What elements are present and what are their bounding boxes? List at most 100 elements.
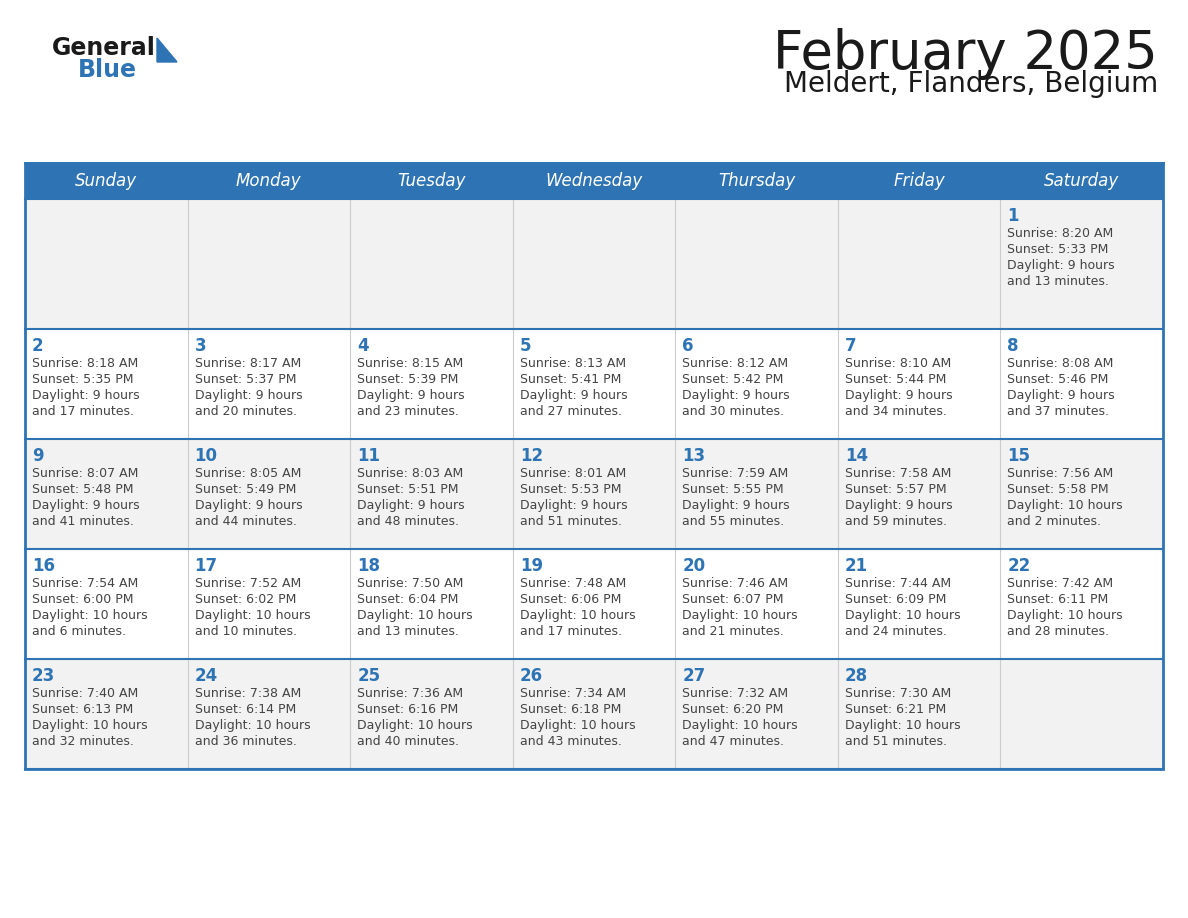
Text: and 51 minutes.: and 51 minutes.: [519, 515, 621, 528]
Text: and 59 minutes.: and 59 minutes.: [845, 515, 947, 528]
Text: 28: 28: [845, 667, 868, 685]
Text: Daylight: 10 hours: Daylight: 10 hours: [32, 609, 147, 622]
Text: Sunrise: 7:50 AM: Sunrise: 7:50 AM: [358, 577, 463, 590]
Text: Daylight: 9 hours: Daylight: 9 hours: [32, 499, 140, 512]
Text: Saturday: Saturday: [1044, 172, 1119, 190]
Text: Sunset: 6:11 PM: Sunset: 6:11 PM: [1007, 593, 1108, 606]
Polygon shape: [157, 38, 177, 62]
Text: 3: 3: [195, 337, 207, 355]
Text: 5: 5: [519, 337, 531, 355]
Text: 2: 2: [32, 337, 44, 355]
Text: 8: 8: [1007, 337, 1019, 355]
Text: Sunrise: 7:40 AM: Sunrise: 7:40 AM: [32, 687, 138, 700]
Bar: [25, 163, 1163, 199]
Text: and 21 minutes.: and 21 minutes.: [682, 625, 784, 638]
Text: 18: 18: [358, 557, 380, 575]
Text: and 51 minutes.: and 51 minutes.: [845, 735, 947, 748]
Text: Sunset: 6:14 PM: Sunset: 6:14 PM: [195, 703, 296, 716]
Text: Sunrise: 8:05 AM: Sunrise: 8:05 AM: [195, 467, 301, 480]
Text: Sunrise: 7:34 AM: Sunrise: 7:34 AM: [519, 687, 626, 700]
Text: Daylight: 9 hours: Daylight: 9 hours: [32, 389, 140, 402]
Text: Sunrise: 7:59 AM: Sunrise: 7:59 AM: [682, 467, 789, 480]
Text: 17: 17: [195, 557, 217, 575]
Text: 22: 22: [1007, 557, 1031, 575]
Text: and 47 minutes.: and 47 minutes.: [682, 735, 784, 748]
Text: General: General: [52, 36, 156, 60]
Text: Sunrise: 8:10 AM: Sunrise: 8:10 AM: [845, 357, 952, 370]
Text: Sunset: 6:20 PM: Sunset: 6:20 PM: [682, 703, 784, 716]
Text: Tuesday: Tuesday: [397, 172, 466, 190]
Text: and 30 minutes.: and 30 minutes.: [682, 405, 784, 418]
Text: and 20 minutes.: and 20 minutes.: [195, 405, 297, 418]
Text: Sunset: 5:55 PM: Sunset: 5:55 PM: [682, 483, 784, 496]
Text: Sunset: 5:44 PM: Sunset: 5:44 PM: [845, 373, 946, 386]
Text: Daylight: 10 hours: Daylight: 10 hours: [682, 609, 798, 622]
Text: Sunset: 5:51 PM: Sunset: 5:51 PM: [358, 483, 459, 496]
Text: Daylight: 9 hours: Daylight: 9 hours: [682, 389, 790, 402]
Text: Sunrise: 7:56 AM: Sunrise: 7:56 AM: [1007, 467, 1113, 480]
Text: 13: 13: [682, 447, 706, 465]
Text: Sunset: 5:57 PM: Sunset: 5:57 PM: [845, 483, 947, 496]
Text: Daylight: 10 hours: Daylight: 10 hours: [845, 609, 960, 622]
Text: 27: 27: [682, 667, 706, 685]
Text: Daylight: 10 hours: Daylight: 10 hours: [845, 719, 960, 732]
Text: Daylight: 9 hours: Daylight: 9 hours: [1007, 259, 1116, 272]
Text: 14: 14: [845, 447, 868, 465]
Text: and 32 minutes.: and 32 minutes.: [32, 735, 134, 748]
Text: and 17 minutes.: and 17 minutes.: [519, 625, 621, 638]
Text: Sunrise: 7:52 AM: Sunrise: 7:52 AM: [195, 577, 301, 590]
Text: and 13 minutes.: and 13 minutes.: [358, 625, 459, 638]
Text: Daylight: 9 hours: Daylight: 9 hours: [358, 499, 465, 512]
Text: 26: 26: [519, 667, 543, 685]
Text: Sunset: 6:09 PM: Sunset: 6:09 PM: [845, 593, 946, 606]
Text: Daylight: 9 hours: Daylight: 9 hours: [195, 499, 302, 512]
Text: Sunrise: 7:32 AM: Sunrise: 7:32 AM: [682, 687, 789, 700]
Text: Daylight: 10 hours: Daylight: 10 hours: [195, 719, 310, 732]
Text: 24: 24: [195, 667, 217, 685]
Text: Daylight: 9 hours: Daylight: 9 hours: [519, 499, 627, 512]
Bar: [25, 199, 1163, 329]
Text: and 43 minutes.: and 43 minutes.: [519, 735, 621, 748]
Text: and 6 minutes.: and 6 minutes.: [32, 625, 126, 638]
Text: Sunset: 5:41 PM: Sunset: 5:41 PM: [519, 373, 621, 386]
Text: and 2 minutes.: and 2 minutes.: [1007, 515, 1101, 528]
Text: Daylight: 9 hours: Daylight: 9 hours: [519, 389, 627, 402]
Text: Sunrise: 7:30 AM: Sunrise: 7:30 AM: [845, 687, 952, 700]
Text: and 23 minutes.: and 23 minutes.: [358, 405, 459, 418]
Text: Sunrise: 8:07 AM: Sunrise: 8:07 AM: [32, 467, 138, 480]
Text: and 55 minutes.: and 55 minutes.: [682, 515, 784, 528]
Text: 9: 9: [32, 447, 44, 465]
Text: Sunrise: 8:18 AM: Sunrise: 8:18 AM: [32, 357, 138, 370]
Text: Daylight: 9 hours: Daylight: 9 hours: [358, 389, 465, 402]
Text: Sunrise: 7:46 AM: Sunrise: 7:46 AM: [682, 577, 789, 590]
Text: 15: 15: [1007, 447, 1030, 465]
Text: and 36 minutes.: and 36 minutes.: [195, 735, 297, 748]
Text: Sunrise: 8:13 AM: Sunrise: 8:13 AM: [519, 357, 626, 370]
Bar: [25, 329, 1163, 439]
Text: February 2025: February 2025: [773, 28, 1158, 80]
Text: Daylight: 10 hours: Daylight: 10 hours: [358, 609, 473, 622]
Text: Daylight: 9 hours: Daylight: 9 hours: [845, 499, 953, 512]
Text: Sunset: 6:18 PM: Sunset: 6:18 PM: [519, 703, 621, 716]
Text: Sunrise: 7:38 AM: Sunrise: 7:38 AM: [195, 687, 301, 700]
Text: 11: 11: [358, 447, 380, 465]
Text: Daylight: 10 hours: Daylight: 10 hours: [1007, 499, 1123, 512]
Text: Sunset: 5:48 PM: Sunset: 5:48 PM: [32, 483, 133, 496]
Text: Sunset: 5:39 PM: Sunset: 5:39 PM: [358, 373, 459, 386]
Text: Daylight: 9 hours: Daylight: 9 hours: [1007, 389, 1116, 402]
Text: 20: 20: [682, 557, 706, 575]
Text: Friday: Friday: [893, 172, 944, 190]
Text: 10: 10: [195, 447, 217, 465]
Text: Daylight: 10 hours: Daylight: 10 hours: [1007, 609, 1123, 622]
Text: 21: 21: [845, 557, 868, 575]
Text: and 48 minutes.: and 48 minutes.: [358, 515, 459, 528]
Text: 1: 1: [1007, 207, 1019, 225]
Text: Sunset: 5:33 PM: Sunset: 5:33 PM: [1007, 243, 1108, 256]
Text: 7: 7: [845, 337, 857, 355]
Text: 19: 19: [519, 557, 543, 575]
Text: Sunset: 5:46 PM: Sunset: 5:46 PM: [1007, 373, 1108, 386]
Text: Sunset: 5:35 PM: Sunset: 5:35 PM: [32, 373, 133, 386]
Text: Meldert, Flanders, Belgium: Meldert, Flanders, Belgium: [784, 70, 1158, 98]
Text: Sunset: 6:07 PM: Sunset: 6:07 PM: [682, 593, 784, 606]
Text: Sunrise: 8:12 AM: Sunrise: 8:12 AM: [682, 357, 789, 370]
